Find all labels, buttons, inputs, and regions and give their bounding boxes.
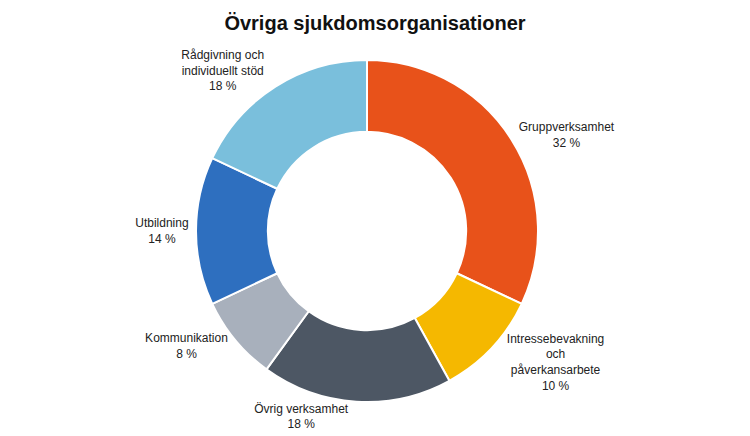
svg-text:Gruppverksamhet32 %: Gruppverksamhet32 % xyxy=(519,120,615,150)
svg-text:Övriga sjukdomsorganisationer: Övriga sjukdomsorganisationer xyxy=(224,12,525,34)
svg-text:Intressebevakningochpåverkansa: Intressebevakningochpåverkansarbete10 % xyxy=(507,332,604,393)
svg-text:Övrig verksamhet18 %: Övrig verksamhet18 % xyxy=(254,402,349,432)
svg-text:Kommunikation8 %: Kommunikation8 % xyxy=(145,331,228,361)
svg-text:Rådgivning ochindividuellt stö: Rådgivning ochindividuellt stöd18 % xyxy=(181,48,264,93)
svg-text:Utbildning14 %: Utbildning14 % xyxy=(135,216,188,246)
